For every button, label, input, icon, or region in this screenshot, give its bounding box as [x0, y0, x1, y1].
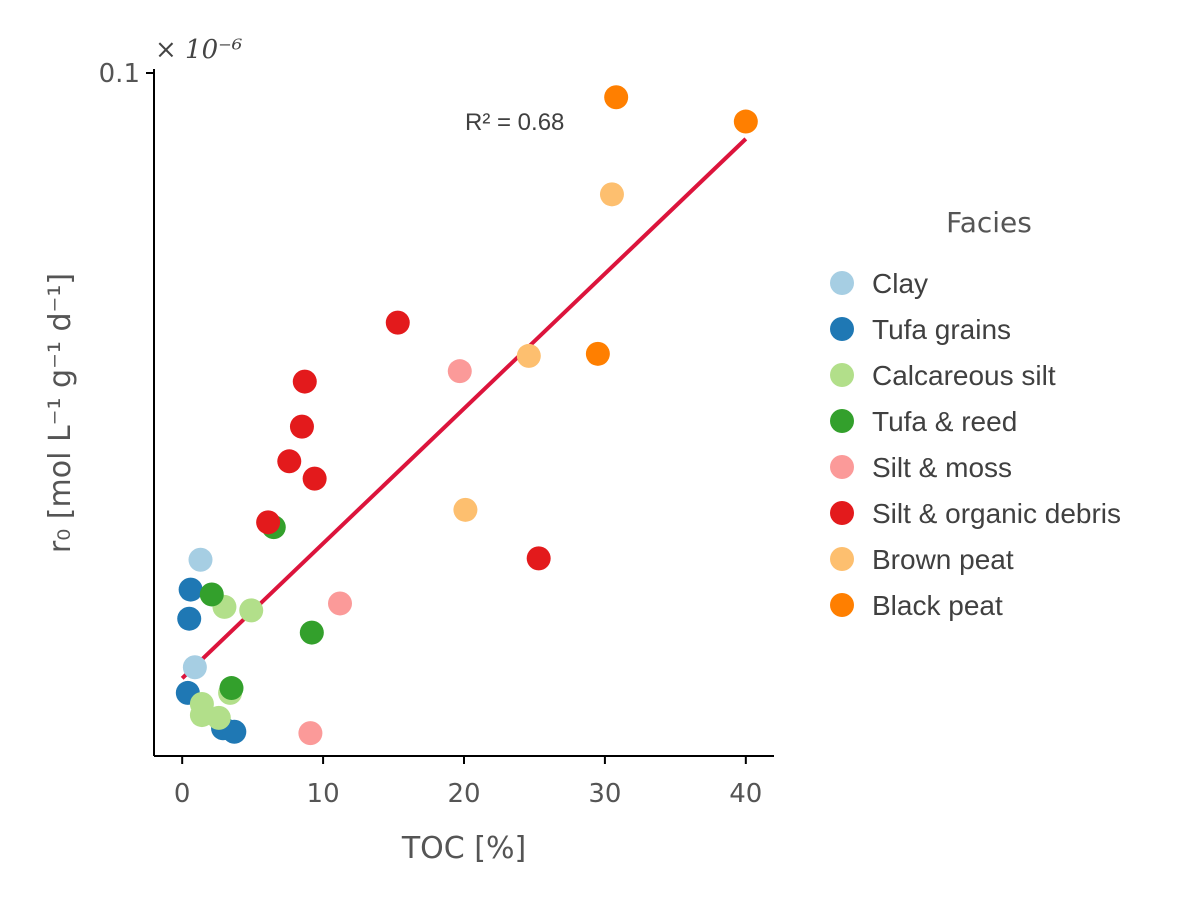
x-tick-label: 40	[729, 779, 762, 809]
legend-marker-tufa-grains	[830, 317, 854, 341]
point-silt-moss	[298, 721, 323, 746]
legend-marker-silt-organic-debris	[830, 501, 854, 525]
point-calcareous-silt	[239, 598, 264, 623]
r-squared-annotation: R² = 0.68	[465, 109, 564, 136]
legend-items: Clay Tufa grains Calcareous silt Tufa & ree…	[830, 268, 1121, 621]
point-silt-organic-debris	[292, 369, 317, 394]
point-brown-peat	[516, 343, 541, 368]
x-tick-label: 20	[447, 779, 480, 809]
point-silt-moss	[447, 359, 472, 384]
x-ticks: 0 10 20 30 40	[174, 756, 762, 809]
point-tufa-grains	[177, 606, 202, 631]
legend-label-black-peat: Black peat	[872, 590, 1003, 621]
x-tick-label: 10	[307, 779, 340, 809]
point-silt-organic-debris	[526, 546, 551, 571]
point-brown-peat	[453, 497, 478, 522]
point-calcareous-silt	[206, 705, 231, 730]
legend-label-tufa-reed: Tufa & reed	[872, 406, 1017, 437]
legend-label-tufa-grains: Tufa grains	[872, 314, 1011, 345]
point-black-peat	[733, 109, 758, 134]
legend-marker-silt-moss	[830, 455, 854, 479]
point-clay	[188, 547, 213, 572]
point-brown-peat	[599, 182, 624, 207]
legend-label-silt-organic-debris: Silt & organic debris	[872, 498, 1121, 529]
y-tick-label: 0.1	[99, 59, 140, 89]
legend-label-brown-peat: Brown peat	[872, 544, 1014, 575]
point-silt-organic-debris	[256, 510, 281, 535]
point-silt-organic-debris	[277, 449, 302, 474]
point-silt-organic-debris	[289, 414, 314, 439]
legend-marker-clay	[830, 271, 854, 295]
x-tick-label: 30	[588, 779, 621, 809]
legend: Facies Clay Tufa grains Calcareous silt Tuf…	[830, 206, 1121, 621]
x-axis-title: TOC [%]	[401, 831, 526, 866]
point-tufa-reed	[199, 582, 224, 607]
point-black-peat	[604, 85, 629, 110]
legend-marker-tufa-reed	[830, 409, 854, 433]
point-tufa-grains	[222, 719, 247, 744]
y-axis-title: r₀ [mol L⁻¹ g⁻¹ d⁻¹]	[43, 273, 78, 553]
point-tufa-reed	[219, 676, 244, 701]
legend-marker-black-peat	[830, 593, 854, 617]
point-black-peat	[585, 341, 610, 366]
legend-label-silt-moss: Silt & moss	[872, 452, 1012, 483]
legend-label-clay: Clay	[872, 268, 928, 299]
legend-marker-calcareous-silt	[830, 363, 854, 387]
point-tufa-reed	[299, 620, 324, 645]
regression-line	[180, 137, 748, 680]
point-silt-organic-debris	[385, 310, 410, 335]
y-ticks: 0.1	[99, 59, 154, 89]
point-silt-moss	[328, 591, 352, 616]
data-points	[175, 85, 758, 746]
legend-marker-brown-peat	[830, 547, 854, 571]
point-silt-organic-debris	[302, 466, 327, 491]
y-offset-label: × 10⁻⁶	[155, 35, 242, 65]
x-tick-label: 0	[174, 779, 191, 809]
legend-title: Facies	[946, 206, 1032, 239]
legend-label-calcareous-silt: Calcareous silt	[872, 360, 1056, 391]
point-tufa-grains	[178, 577, 203, 602]
point-clay	[182, 655, 207, 680]
